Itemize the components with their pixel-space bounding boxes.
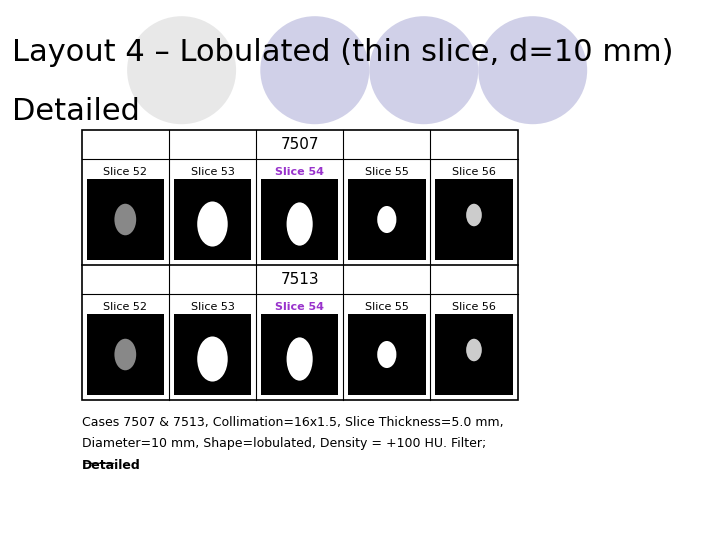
Text: Detailed: Detailed — [12, 97, 140, 126]
FancyBboxPatch shape — [86, 314, 164, 395]
Text: Slice 53: Slice 53 — [191, 167, 235, 177]
Ellipse shape — [204, 341, 220, 368]
FancyBboxPatch shape — [348, 179, 426, 260]
Text: 7513: 7513 — [280, 272, 319, 287]
Text: Slice 55: Slice 55 — [365, 167, 409, 177]
Ellipse shape — [466, 204, 482, 226]
FancyBboxPatch shape — [435, 314, 513, 395]
Ellipse shape — [197, 201, 228, 247]
Text: Cases 7507 & 7513, Collimation=16x1.5, Slice Thickness=5.0 mm,: Cases 7507 & 7513, Collimation=16x1.5, S… — [82, 416, 503, 429]
FancyBboxPatch shape — [348, 314, 426, 395]
Ellipse shape — [466, 339, 482, 361]
Ellipse shape — [377, 206, 397, 233]
Text: Slice 52: Slice 52 — [103, 167, 148, 177]
FancyBboxPatch shape — [86, 179, 164, 260]
Ellipse shape — [261, 16, 369, 124]
Text: Detailed: Detailed — [82, 459, 140, 472]
Text: Slice 52: Slice 52 — [103, 302, 148, 312]
Text: Slice 56: Slice 56 — [452, 302, 496, 312]
Ellipse shape — [369, 16, 478, 124]
Ellipse shape — [478, 16, 588, 124]
Text: Diameter=10 mm, Shape=lobulated, Density = +100 HU. Filter;: Diameter=10 mm, Shape=lobulated, Density… — [82, 437, 486, 450]
Ellipse shape — [127, 16, 236, 124]
Text: Slice 56: Slice 56 — [452, 167, 496, 177]
FancyBboxPatch shape — [82, 130, 518, 400]
Ellipse shape — [377, 341, 397, 368]
Text: 7507: 7507 — [280, 137, 319, 152]
Text: Slice 54: Slice 54 — [275, 302, 324, 312]
Ellipse shape — [204, 206, 220, 233]
Ellipse shape — [287, 338, 312, 381]
FancyBboxPatch shape — [174, 179, 251, 260]
Text: Slice 54: Slice 54 — [275, 167, 324, 177]
Text: Slice 53: Slice 53 — [191, 302, 235, 312]
Ellipse shape — [114, 339, 136, 370]
Ellipse shape — [287, 202, 312, 246]
Ellipse shape — [114, 204, 136, 235]
Ellipse shape — [197, 336, 228, 382]
FancyBboxPatch shape — [261, 314, 338, 395]
FancyBboxPatch shape — [435, 179, 513, 260]
FancyBboxPatch shape — [261, 179, 338, 260]
Text: Layout 4 – Lobulated (thin slice, d=10 mm): Layout 4 – Lobulated (thin slice, d=10 m… — [12, 38, 674, 67]
FancyBboxPatch shape — [174, 314, 251, 395]
Text: Slice 55: Slice 55 — [365, 302, 409, 312]
